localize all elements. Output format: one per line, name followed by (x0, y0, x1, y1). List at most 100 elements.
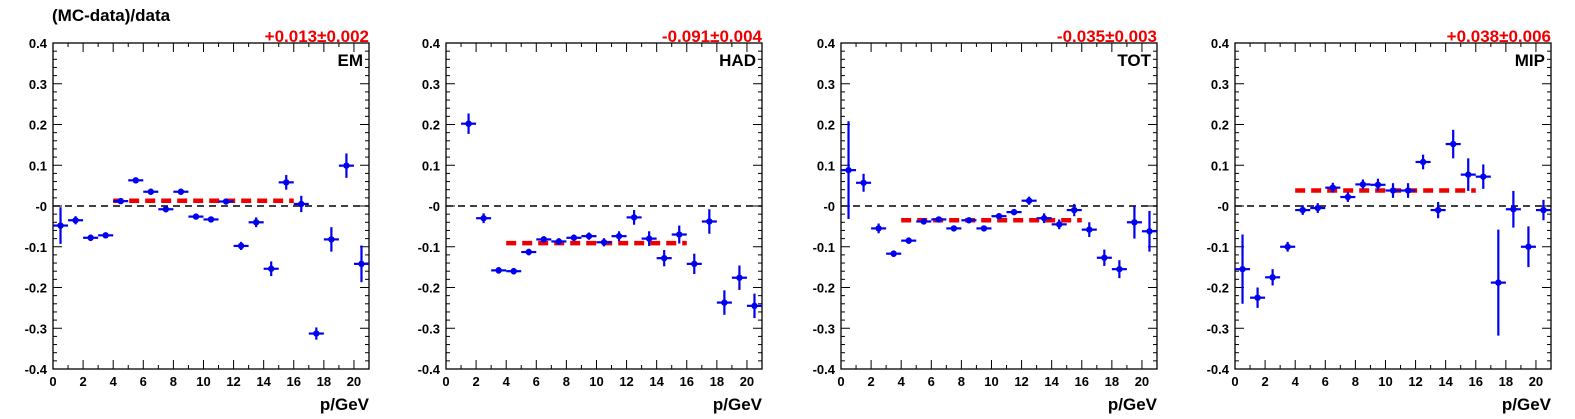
x-tick-label: 16 (1075, 374, 1089, 389)
marker (736, 274, 743, 281)
x-tick-label: 4 (1292, 374, 1300, 389)
data-point-mip (1310, 203, 1326, 213)
y-tick-label: 0.4 (1211, 36, 1230, 51)
marker (192, 213, 200, 220)
data-point-mip (1355, 179, 1371, 190)
panel-label-had: HAD (719, 51, 756, 70)
data-point-mip (1520, 226, 1536, 268)
x-axis-label: p/GeV (320, 395, 370, 414)
marker (965, 217, 973, 224)
data-point-mip (1475, 164, 1491, 189)
x-tick-label: 10 (589, 374, 603, 389)
panel-had: -0.4 -0.3 -0.2 -0.1 -0 0.1 0.2 0.3 0.4 0 2 4 6 8 10 12 1… (393, 0, 783, 419)
data-point-mip (1400, 183, 1416, 198)
marker (87, 234, 94, 241)
marker (1449, 140, 1457, 148)
x-tick-label: 12 (226, 374, 240, 389)
marker (343, 162, 350, 169)
y-tick-label: 0.3 (422, 77, 440, 92)
data-point-had (611, 231, 627, 242)
marker (480, 215, 487, 222)
data-point-had (641, 231, 657, 246)
data-point-had (596, 238, 612, 247)
x-tick-label: 14 (256, 374, 271, 389)
y-tick-label: 0.3 (1211, 77, 1229, 92)
chart-mip: -0.4 -0.3 -0.2 -0.1 -0 0.1 0.2 0.3 0.4 0 2 4 6 8 10 12 1… (1207, 27, 1552, 414)
data-point-em (353, 245, 369, 283)
data-point-had (731, 265, 747, 290)
marker (1284, 243, 1291, 250)
x-tick-label: 18 (1499, 374, 1513, 389)
x-tick-label: 20 (347, 374, 361, 389)
marker (676, 231, 683, 238)
y-tick-label: 0.4 (29, 36, 48, 51)
marker (1344, 193, 1352, 201)
data-point-had (716, 290, 732, 315)
x-tick-label: 4 (898, 374, 906, 389)
marker (1086, 226, 1093, 233)
marker (525, 248, 532, 256)
marker (935, 216, 943, 223)
data-point-em (188, 213, 204, 220)
y-tick-label: 0.1 (817, 158, 835, 173)
data-point-tot (1006, 208, 1022, 216)
x-tick-label: 10 (984, 374, 998, 389)
panel-label-mip: MIP (1515, 51, 1545, 70)
marker (751, 302, 758, 310)
marker (147, 188, 155, 195)
x-tick-label: 2 (472, 374, 479, 389)
chart-had: -0.4 -0.3 -0.2 -0.1 -0 0.1 0.2 0.3 0.4 0 2 4 6 8 10 12 1… (418, 27, 763, 414)
y-axis-title: (MC-data)/data (52, 6, 171, 25)
marker (615, 232, 623, 240)
marker (890, 250, 897, 257)
x-tick-label: 18 (710, 374, 724, 389)
x-tick-label: 6 (928, 374, 935, 389)
marker (1434, 206, 1442, 214)
marker (1540, 206, 1547, 214)
data-point-em (263, 261, 279, 277)
data-point-tot (1126, 206, 1142, 239)
y-tick-label: -0.3 (25, 321, 47, 336)
marker (920, 218, 927, 225)
marker (555, 238, 563, 245)
marker (1071, 206, 1078, 214)
data-point-tot (976, 225, 992, 232)
chart-tot: -0.4 -0.3 -0.2 -0.1 -0 0.1 0.2 0.3 0.4 0 2 4 6 8 10 12 1… (813, 27, 1158, 414)
x-tick-label: 12 (1408, 374, 1422, 389)
marker (1146, 228, 1153, 235)
y-tick-label: 0.4 (422, 36, 441, 51)
marker (1131, 219, 1138, 226)
data-point-tot (901, 237, 917, 244)
marker (905, 237, 912, 244)
data-point-em (83, 234, 99, 242)
y-tick-label: 0.2 (817, 118, 835, 133)
data-point-mip (1535, 199, 1551, 221)
y-tick-label: 0.1 (29, 158, 47, 173)
data-point-tot (871, 223, 887, 234)
data-point-mip (1505, 190, 1521, 228)
data-point-had (536, 236, 552, 243)
y-tick-label: -0.2 (25, 281, 47, 296)
y-tick-label: 0.2 (1211, 118, 1229, 133)
marker (252, 219, 260, 226)
x-tick-label: 8 (958, 374, 965, 389)
marker (1495, 279, 1502, 286)
data-point-tot (1066, 203, 1082, 217)
x-tick-label: 0 (49, 374, 56, 389)
marker (875, 225, 882, 232)
x-tick-label: 0 (1231, 374, 1238, 389)
marker (1055, 221, 1063, 228)
data-point-tot (1096, 249, 1112, 266)
data-point-tot (1111, 260, 1127, 279)
marker (102, 232, 109, 239)
x-tick-label: 2 (867, 374, 874, 389)
data-point-mip (1235, 234, 1251, 304)
x-tick-label: 20 (740, 374, 754, 389)
data-point-tot (1036, 213, 1052, 224)
y-tick-label: -0.2 (813, 281, 835, 296)
marker (1116, 265, 1123, 273)
data-point-tot (946, 225, 962, 232)
data-point-em (308, 327, 324, 340)
marker (1254, 294, 1261, 301)
x-tick-label: 10 (196, 374, 210, 389)
